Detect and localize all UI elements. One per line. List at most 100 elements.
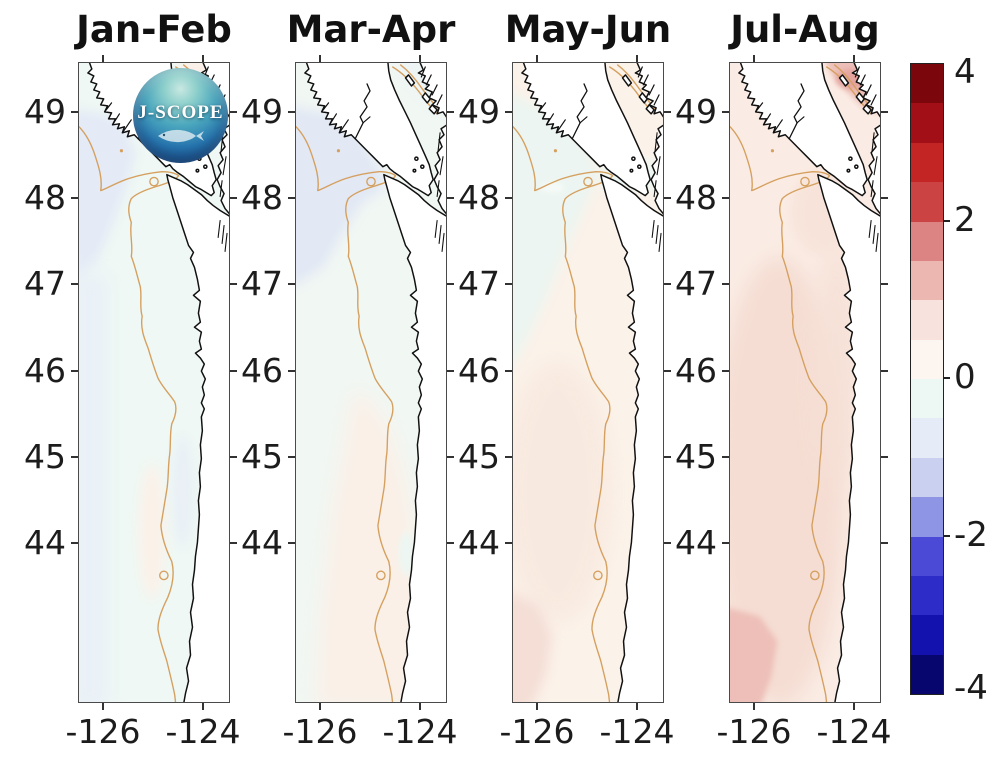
lat-tick-mark bbox=[881, 542, 888, 544]
lon-tick-mark bbox=[102, 55, 104, 62]
colorbar-segment bbox=[911, 103, 943, 143]
lat-tick-mark bbox=[722, 111, 729, 113]
lat-tick-label: 48 bbox=[241, 178, 283, 217]
colorbar-segment bbox=[911, 497, 943, 537]
lon-tick-mark bbox=[202, 703, 204, 710]
panel-title: Jul-Aug bbox=[730, 8, 880, 51]
jscope-logo: J-SCOPE bbox=[133, 68, 228, 163]
panel-group-mar-apr: Mar-Apr 49 48 47 46 45 44 -126 -124 bbox=[241, 0, 457, 773]
lat-tick-label: 45 bbox=[458, 437, 500, 476]
lat-tick-mark bbox=[230, 283, 237, 285]
lat-tick-mark bbox=[505, 370, 512, 372]
colorbar-cells bbox=[910, 63, 944, 695]
lat-tick-label: 44 bbox=[675, 523, 717, 562]
lon-tick-label: -124 bbox=[165, 712, 241, 751]
lat-tick-mark bbox=[505, 283, 512, 285]
lon-tick-mark bbox=[853, 55, 855, 62]
colorbar-tick-mark bbox=[943, 219, 950, 222]
map-jul-aug bbox=[729, 62, 881, 703]
colorbar-segment bbox=[911, 64, 943, 104]
lat-tick-mark bbox=[881, 111, 888, 113]
panel-group-jul-aug: Jul-Aug 49 48 47 46 45 44 -126 -124 bbox=[675, 0, 891, 773]
colorbar-tick-mark bbox=[943, 534, 950, 537]
lat-tick-mark bbox=[288, 456, 295, 458]
lat-tick-mark bbox=[722, 283, 729, 285]
lon-tick-mark bbox=[319, 55, 321, 62]
lat-tick-mark bbox=[881, 370, 888, 372]
lat-tick-label: 47 bbox=[241, 264, 283, 303]
map-mar-apr bbox=[295, 62, 447, 703]
lat-tick-mark bbox=[722, 370, 729, 372]
lon-tick-mark bbox=[202, 55, 204, 62]
lon-tick-mark bbox=[853, 703, 855, 710]
lat-tick-mark bbox=[881, 197, 888, 199]
lon-tick-label: -124 bbox=[816, 712, 892, 751]
colorbar-segment bbox=[911, 575, 943, 616]
panel-group-may-jun: May-Jun 49 48 47 46 45 44 -126 -124 bbox=[458, 0, 674, 773]
fish-icon bbox=[158, 129, 204, 143]
lon-tick-mark bbox=[636, 703, 638, 710]
lat-tick-mark bbox=[505, 456, 512, 458]
lon-tick-mark bbox=[419, 703, 421, 710]
lat-tick-label: 48 bbox=[675, 178, 717, 217]
colorbar-tick-label: -2 bbox=[954, 514, 988, 555]
lon-tick-mark bbox=[536, 55, 538, 62]
lat-tick-mark bbox=[505, 111, 512, 113]
lat-tick-mark bbox=[71, 283, 78, 285]
colorbar-tick-label: 2 bbox=[954, 199, 976, 240]
lat-tick-label: 46 bbox=[24, 351, 66, 390]
jscope-logo-text: J-SCOPE bbox=[137, 102, 224, 123]
lat-tick-mark bbox=[71, 197, 78, 199]
lat-tick-mark bbox=[230, 456, 237, 458]
lat-tick-mark bbox=[230, 111, 237, 113]
lat-tick-mark bbox=[447, 197, 454, 199]
lat-tick-mark bbox=[664, 370, 671, 372]
lat-tick-mark bbox=[505, 542, 512, 544]
lat-tick-label: 49 bbox=[24, 92, 66, 131]
colorbar-tick-label: 4 bbox=[954, 52, 976, 92]
lat-tick-mark bbox=[447, 542, 454, 544]
lat-tick-mark bbox=[722, 197, 729, 199]
lat-tick-mark bbox=[664, 283, 671, 285]
lat-tick-mark bbox=[288, 111, 295, 113]
lat-tick-label: 47 bbox=[458, 264, 500, 303]
lat-tick-mark bbox=[288, 283, 295, 285]
lat-tick-mark bbox=[71, 111, 78, 113]
lon-tick-mark bbox=[419, 55, 421, 62]
map-jan-feb bbox=[78, 62, 230, 703]
lat-tick-mark bbox=[664, 197, 671, 199]
lat-tick-label: 48 bbox=[458, 178, 500, 217]
lon-tick-mark bbox=[102, 703, 104, 710]
colorbar-segment bbox=[911, 182, 943, 222]
colorbar-segment bbox=[911, 536, 943, 576]
lat-tick-label: 45 bbox=[24, 437, 66, 476]
lat-tick-mark bbox=[722, 542, 729, 544]
lat-tick-mark bbox=[881, 456, 888, 458]
lat-tick-mark bbox=[664, 456, 671, 458]
lon-tick-label: -126 bbox=[499, 712, 575, 751]
lat-tick-mark bbox=[71, 456, 78, 458]
colorbar-segment bbox=[911, 654, 943, 694]
lat-tick-mark bbox=[505, 197, 512, 199]
lat-tick-mark bbox=[230, 197, 237, 199]
colorbar-tick-label: -4 bbox=[954, 668, 988, 708]
colorbar-segment bbox=[911, 300, 943, 340]
lat-tick-label: 49 bbox=[675, 92, 717, 131]
lon-tick-mark bbox=[536, 703, 538, 710]
lat-tick-mark bbox=[71, 370, 78, 372]
lat-tick-label: 44 bbox=[458, 523, 500, 562]
lat-tick-mark bbox=[230, 542, 237, 544]
lat-tick-mark bbox=[288, 197, 295, 199]
lon-tick-mark bbox=[319, 703, 321, 710]
panel-group-jan-feb: Jan-Feb 49 48 47 46 45 44 -126 -124 bbox=[24, 0, 240, 773]
lon-tick-label: -124 bbox=[382, 712, 458, 751]
lat-tick-mark bbox=[288, 542, 295, 544]
lat-tick-mark bbox=[447, 283, 454, 285]
colorbar-segment bbox=[911, 379, 943, 419]
lon-tick-label: -124 bbox=[599, 712, 675, 751]
lat-tick-label: 44 bbox=[24, 523, 66, 562]
lat-tick-mark bbox=[664, 542, 671, 544]
lat-tick-mark bbox=[447, 456, 454, 458]
colorbar-segment bbox=[911, 142, 943, 183]
